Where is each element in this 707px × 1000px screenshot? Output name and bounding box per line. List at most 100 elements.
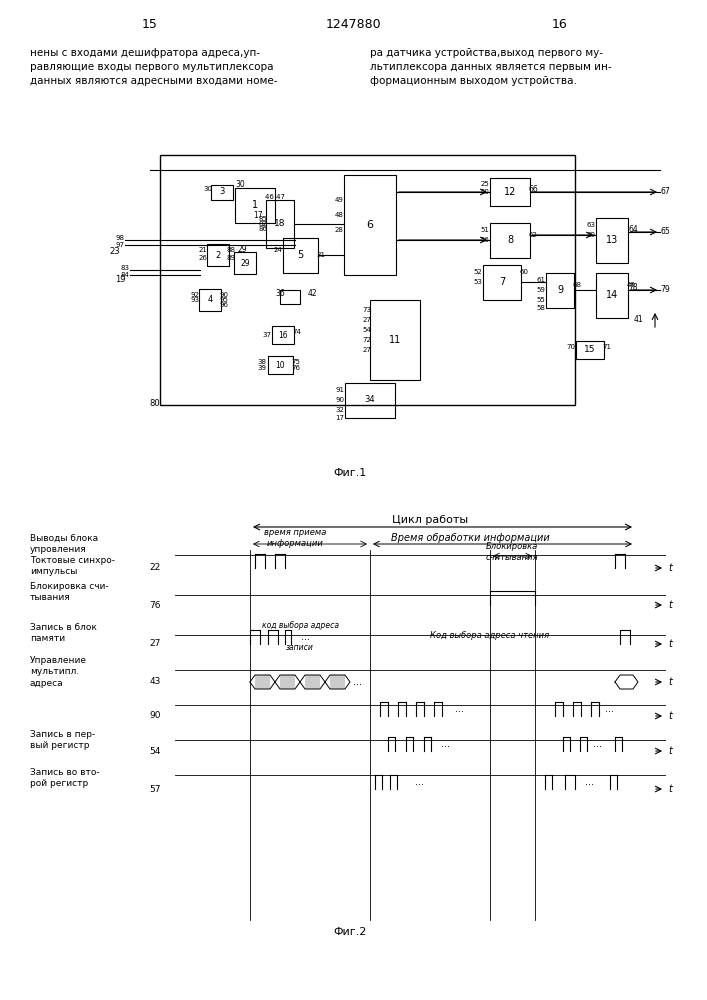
Text: 48: 48 <box>334 212 344 218</box>
Text: 31: 31 <box>316 252 325 258</box>
Text: 80: 80 <box>150 398 160 408</box>
Text: 92: 92 <box>191 292 199 298</box>
Text: 14: 14 <box>606 290 618 300</box>
Text: 2: 2 <box>216 250 221 259</box>
Bar <box>345 382 395 418</box>
Text: 96: 96 <box>219 302 228 308</box>
Text: 91: 91 <box>336 387 344 393</box>
Text: 27: 27 <box>149 640 160 648</box>
Text: 39: 39 <box>587 232 595 238</box>
Text: 82: 82 <box>259 221 267 227</box>
Text: время приема
информации: время приема информации <box>264 528 326 548</box>
Text: 52: 52 <box>474 269 482 275</box>
Text: ...: ... <box>593 739 602 749</box>
Text: 90: 90 <box>336 397 344 403</box>
Text: 93: 93 <box>190 297 199 303</box>
Polygon shape <box>255 675 270 689</box>
Text: 60: 60 <box>520 269 529 275</box>
Text: 17: 17 <box>253 212 263 221</box>
Text: t: t <box>668 784 672 794</box>
Text: 90: 90 <box>219 292 228 298</box>
Text: 58: 58 <box>537 305 545 311</box>
Text: 54: 54 <box>363 327 371 333</box>
Text: t: t <box>668 711 672 721</box>
Text: 76: 76 <box>149 600 160 609</box>
Text: 89: 89 <box>226 255 235 261</box>
Bar <box>234 252 256 274</box>
Text: 49: 49 <box>334 197 344 203</box>
Bar <box>211 184 233 200</box>
Polygon shape <box>305 675 320 689</box>
Bar <box>490 178 530 206</box>
Text: 75: 75 <box>291 359 300 365</box>
Bar <box>596 218 628 262</box>
Text: 90: 90 <box>149 712 160 720</box>
Text: Выводы блока
упровления
Токтовые синхро-
импульсы: Выводы блока упровления Токтовые синхро-… <box>30 534 115 576</box>
Bar <box>576 341 604 359</box>
Text: 1247880: 1247880 <box>325 18 381 31</box>
Text: 88: 88 <box>226 247 235 253</box>
Bar <box>266 200 294 248</box>
Text: 84: 84 <box>121 272 129 278</box>
Text: 50: 50 <box>481 189 489 195</box>
Text: 73: 73 <box>363 307 371 313</box>
Text: ...: ... <box>416 777 424 787</box>
Text: Код выбора адреса чтения: Код выбора адреса чтения <box>431 631 549 640</box>
Text: 16: 16 <box>552 18 568 31</box>
Text: 68: 68 <box>573 282 581 288</box>
Text: 36: 36 <box>275 288 285 298</box>
Text: 39: 39 <box>257 365 266 371</box>
Text: 43: 43 <box>149 678 160 686</box>
Text: 11: 11 <box>389 335 401 345</box>
Text: 61: 61 <box>537 277 546 283</box>
Polygon shape <box>330 675 345 689</box>
Text: 62: 62 <box>529 232 537 238</box>
Text: ...: ... <box>585 777 595 787</box>
Text: 27: 27 <box>363 347 371 353</box>
Text: Фиг.1: Фиг.1 <box>334 468 367 478</box>
Bar <box>160 155 575 405</box>
Text: 97: 97 <box>115 242 124 248</box>
Text: Запись во вто-
рой регистр: Запись во вто- рой регистр <box>30 768 100 788</box>
Text: 21: 21 <box>199 247 207 253</box>
Text: 65: 65 <box>660 228 670 236</box>
Text: 41: 41 <box>633 316 643 324</box>
Bar <box>546 272 574 308</box>
Text: ра датчика устройства,выход первого му-
льтиплексора данных является первым ин-
: ра датчика устройства,выход первого му- … <box>370 48 612 86</box>
Text: 70: 70 <box>566 344 575 350</box>
Text: 57: 57 <box>149 784 160 794</box>
Bar <box>344 175 396 275</box>
Text: 32: 32 <box>336 407 344 413</box>
Text: t: t <box>668 563 672 573</box>
Text: 15: 15 <box>584 346 596 355</box>
Text: 27: 27 <box>363 317 371 323</box>
Bar <box>199 289 221 311</box>
Text: 29: 29 <box>240 258 250 267</box>
Text: 64: 64 <box>628 226 638 234</box>
Text: 3: 3 <box>219 188 225 196</box>
Text: 42: 42 <box>307 288 317 298</box>
Bar <box>596 272 628 318</box>
Bar <box>370 300 420 380</box>
Text: 67: 67 <box>660 188 670 196</box>
Text: 7: 7 <box>499 277 505 287</box>
Text: ...: ... <box>300 632 310 642</box>
Text: Управление
мультипл.
адреса: Управление мультипл. адреса <box>30 656 87 688</box>
Text: 30: 30 <box>204 186 213 192</box>
Text: Блокировка счи-
тывания: Блокировка счи- тывания <box>30 582 109 602</box>
Text: 76: 76 <box>291 365 300 371</box>
Text: 15: 15 <box>142 18 158 31</box>
Text: 40: 40 <box>626 282 636 288</box>
Text: 16: 16 <box>278 330 288 340</box>
Text: Время обработки информации: Время обработки информации <box>391 533 549 543</box>
Bar <box>272 326 294 344</box>
Text: Блокировка
считывания: Блокировка считывания <box>486 542 538 562</box>
Bar <box>267 356 293 374</box>
Text: 23: 23 <box>110 247 120 256</box>
Text: 95: 95 <box>220 297 228 303</box>
Text: Запись в блок
памяти: Запись в блок памяти <box>30 623 97 643</box>
Text: 25: 25 <box>481 181 489 187</box>
Text: 85: 85 <box>259 216 267 222</box>
Text: t: t <box>668 639 672 649</box>
Text: 29: 29 <box>237 244 247 253</box>
